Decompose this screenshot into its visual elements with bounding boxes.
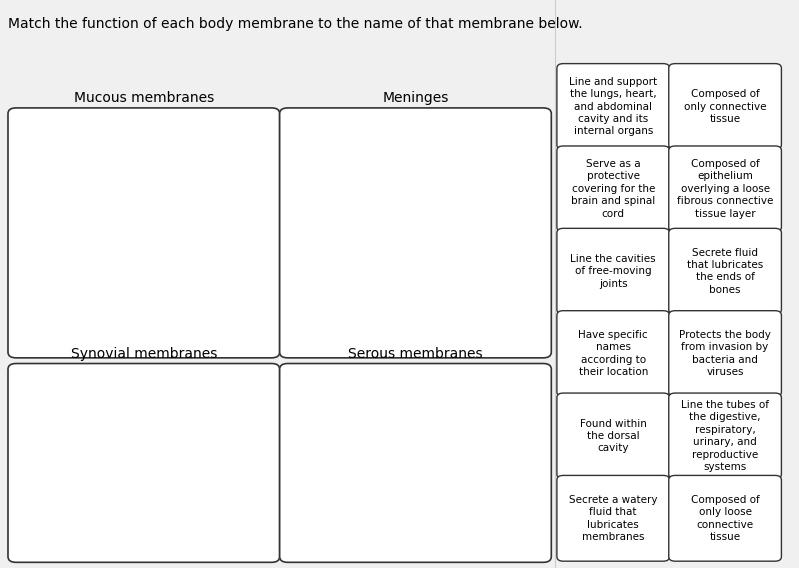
FancyBboxPatch shape: [557, 146, 670, 232]
FancyBboxPatch shape: [557, 475, 670, 561]
FancyBboxPatch shape: [669, 393, 781, 479]
Text: Mucous membranes: Mucous membranes: [74, 91, 214, 105]
FancyBboxPatch shape: [557, 393, 670, 479]
Text: Composed of
epithelium
overlying a loose
fibrous connective
tissue layer: Composed of epithelium overlying a loose…: [677, 159, 773, 219]
Text: Found within
the dorsal
cavity: Found within the dorsal cavity: [580, 419, 646, 453]
Text: Line the tubes of
the digestive,
respiratory,
urinary, and
reproductive
systems: Line the tubes of the digestive, respira…: [681, 400, 769, 472]
Text: Meninges: Meninges: [382, 91, 449, 105]
Text: Serous membranes: Serous membranes: [348, 346, 483, 361]
Text: Have specific
names
according to
their location: Have specific names according to their l…: [578, 330, 648, 377]
Text: Secrete a watery
fluid that
lubricates
membranes: Secrete a watery fluid that lubricates m…: [569, 495, 658, 542]
FancyBboxPatch shape: [669, 311, 781, 396]
FancyBboxPatch shape: [557, 64, 670, 149]
Text: Serve as a
protective
covering for the
brain and spinal
cord: Serve as a protective covering for the b…: [571, 159, 655, 219]
FancyBboxPatch shape: [557, 228, 670, 314]
Text: Line and support
the lungs, heart,
and abdominal
cavity and its
internal organs: Line and support the lungs, heart, and a…: [569, 77, 658, 136]
FancyBboxPatch shape: [669, 146, 781, 232]
Text: Protects the body
from invasion by
bacteria and
viruses: Protects the body from invasion by bacte…: [679, 330, 771, 377]
FancyBboxPatch shape: [280, 108, 551, 358]
FancyBboxPatch shape: [8, 364, 280, 562]
FancyBboxPatch shape: [669, 64, 781, 149]
Text: Match the function of each body membrane to the name of that membrane below.: Match the function of each body membrane…: [8, 17, 582, 31]
Text: Synovial membranes: Synovial membranes: [70, 346, 217, 361]
Text: Line the cavities
of free-moving
joints: Line the cavities of free-moving joints: [570, 254, 656, 289]
Text: Composed of
only connective
tissue: Composed of only connective tissue: [684, 89, 766, 124]
FancyBboxPatch shape: [280, 364, 551, 562]
FancyBboxPatch shape: [669, 475, 781, 561]
Text: Composed of
only loose
connective
tissue: Composed of only loose connective tissue: [690, 495, 760, 542]
FancyBboxPatch shape: [669, 228, 781, 314]
FancyBboxPatch shape: [8, 108, 280, 358]
Text: Secrete fluid
that lubricates
the ends of
bones: Secrete fluid that lubricates the ends o…: [687, 248, 763, 295]
FancyBboxPatch shape: [557, 311, 670, 396]
